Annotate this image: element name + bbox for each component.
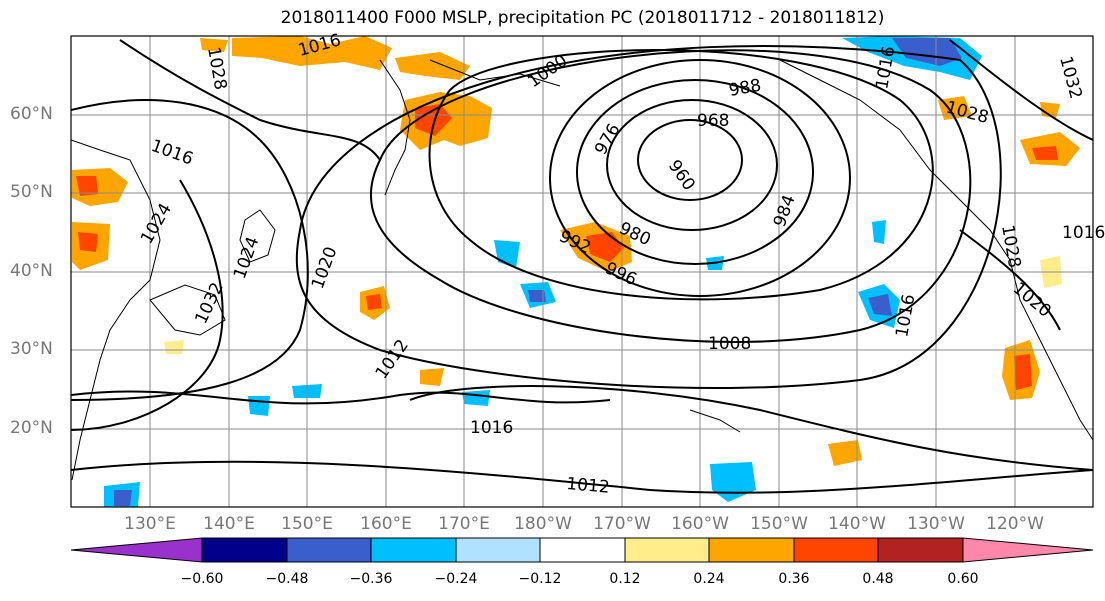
map-title: 2018011400 F000 MSLP, precipitation PC (…	[280, 8, 885, 28]
isobar-label: 1012	[566, 474, 611, 498]
colorbar-tick: 0.60	[947, 571, 979, 587]
lon-label: 160°W	[671, 514, 729, 534]
lon-label: 150°W	[750, 514, 808, 534]
colorbar-segment	[539, 537, 626, 563]
colorbar-segment	[877, 537, 964, 563]
isobar-label: 968	[697, 111, 729, 131]
colorbar-tick: 0.24	[693, 571, 725, 587]
lon-label: 160°E	[360, 514, 412, 534]
lon-label: 120°W	[986, 514, 1044, 534]
isobars	[71, 39, 1093, 494]
lon-label: 170°W	[593, 514, 651, 534]
colorbar-segment	[286, 537, 372, 563]
lat-label: 50°N	[10, 182, 53, 202]
lon-label: 140°W	[828, 514, 886, 534]
colorbar-tick: −0.60	[180, 571, 224, 587]
isobar-label: 1016	[1062, 223, 1105, 243]
lat-label: 30°N	[10, 339, 53, 359]
colorbar-segment	[70, 537, 203, 563]
colorbar-segment	[962, 537, 1094, 563]
isobar-label: 1016	[470, 418, 513, 438]
lon-label: 130°W	[907, 514, 965, 534]
lon-label: 150°E	[281, 514, 333, 534]
lat-label: 20°N	[10, 418, 53, 438]
lon-label: 170°E	[438, 514, 490, 534]
colorbar-tick: −0.36	[349, 571, 393, 587]
lat-label: 40°N	[10, 261, 53, 281]
lon-label: 140°E	[203, 514, 255, 534]
colorbar-tick: −0.48	[265, 571, 309, 587]
colorbar-tick: 0.36	[778, 571, 810, 587]
colorbar-segment	[708, 537, 795, 563]
colorbar-tick: 0.48	[862, 571, 894, 587]
colorbar-tick: −0.24	[434, 571, 478, 587]
colorbar-segment	[624, 537, 710, 563]
colorbar-tick: 0.12	[609, 571, 641, 587]
colorbar-segment	[455, 537, 541, 563]
colorbar-tick: −0.12	[518, 571, 562, 587]
lon-label: 180°W	[514, 514, 572, 534]
lon-label: 130°E	[124, 514, 176, 534]
colorbar-segment	[201, 537, 288, 563]
map-frame	[70, 35, 1094, 508]
graticule	[71, 36, 1093, 507]
colorbar	[70, 537, 1094, 563]
isobar-label: 1008	[708, 334, 751, 354]
colorbar-segment	[370, 537, 457, 563]
coastlines	[71, 59, 1093, 481]
lat-label: 60°N	[10, 104, 53, 124]
precip-positive-areas	[72, 36, 1080, 466]
colorbar-segment	[793, 537, 879, 563]
